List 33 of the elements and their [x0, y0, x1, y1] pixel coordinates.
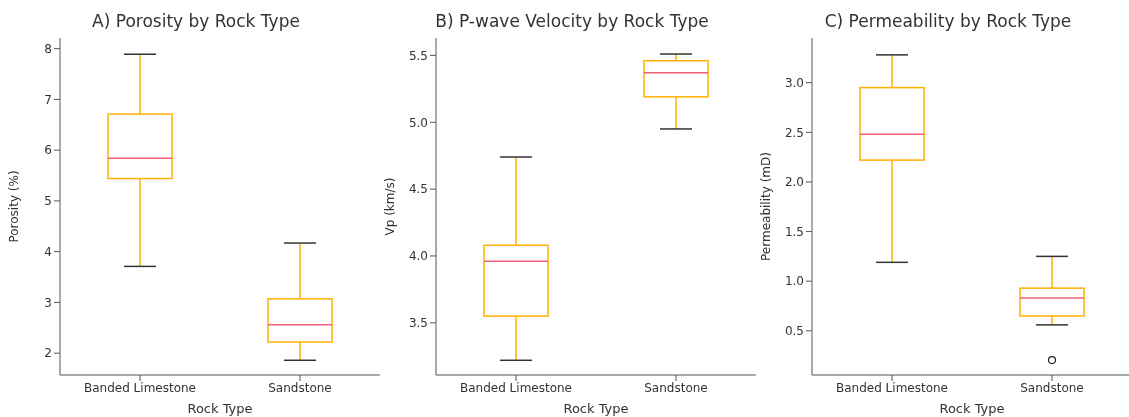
y-tick-label: 5.0: [408, 115, 428, 130]
chart-title: A) Porosity by Rock Type: [91, 10, 301, 33]
x-tick-label: Banded Limestone: [83, 380, 197, 395]
x-tick-label: Banded Limestone: [835, 380, 949, 395]
y-axis-title: Porosity (%): [7, 170, 22, 243]
y-tick-label: 3.5: [408, 316, 428, 331]
y-tick-label: 1.0: [784, 274, 804, 289]
y-tick-label: 5.5: [408, 48, 428, 63]
x-tick-label: Banded Limestone: [459, 380, 573, 395]
y-tick-label: 5: [44, 194, 52, 209]
x-axis-title: Rock Type: [939, 401, 1005, 416]
y-tick-label: 1.5: [784, 224, 804, 239]
y-tick-label: 2: [44, 346, 52, 361]
y-axis-title: Vp (km/s): [383, 177, 398, 236]
y-tick-label: 2.5: [784, 125, 804, 140]
y-tick-label: 8: [44, 41, 52, 56]
y-tick-label: 7: [44, 92, 52, 107]
y-axis-title: Permeability (mD): [759, 152, 774, 261]
y-tick-label: 0.5: [784, 324, 804, 339]
y-tick-label: 4: [44, 244, 52, 259]
chart-title: B) P-wave Velocity by Rock Type: [434, 10, 710, 33]
x-axis-title: Rock Type: [563, 401, 629, 416]
x-tick-label: Sandstone: [644, 380, 708, 395]
x-tick-label: Sandstone: [1020, 380, 1084, 395]
y-tick-label: 4.5: [408, 182, 428, 197]
y-tick-label: 3: [44, 295, 52, 310]
chart-title: C) Permeability by Rock Type: [823, 10, 1073, 33]
y-tick-label: 2.0: [784, 175, 804, 190]
x-axis-title: Rock Type: [187, 401, 253, 416]
y-tick-label: 6: [44, 143, 52, 158]
y-tick-label: 3.0: [784, 75, 804, 90]
x-tick-label: Sandstone: [268, 380, 332, 395]
y-tick-label: 4.0: [408, 249, 428, 264]
